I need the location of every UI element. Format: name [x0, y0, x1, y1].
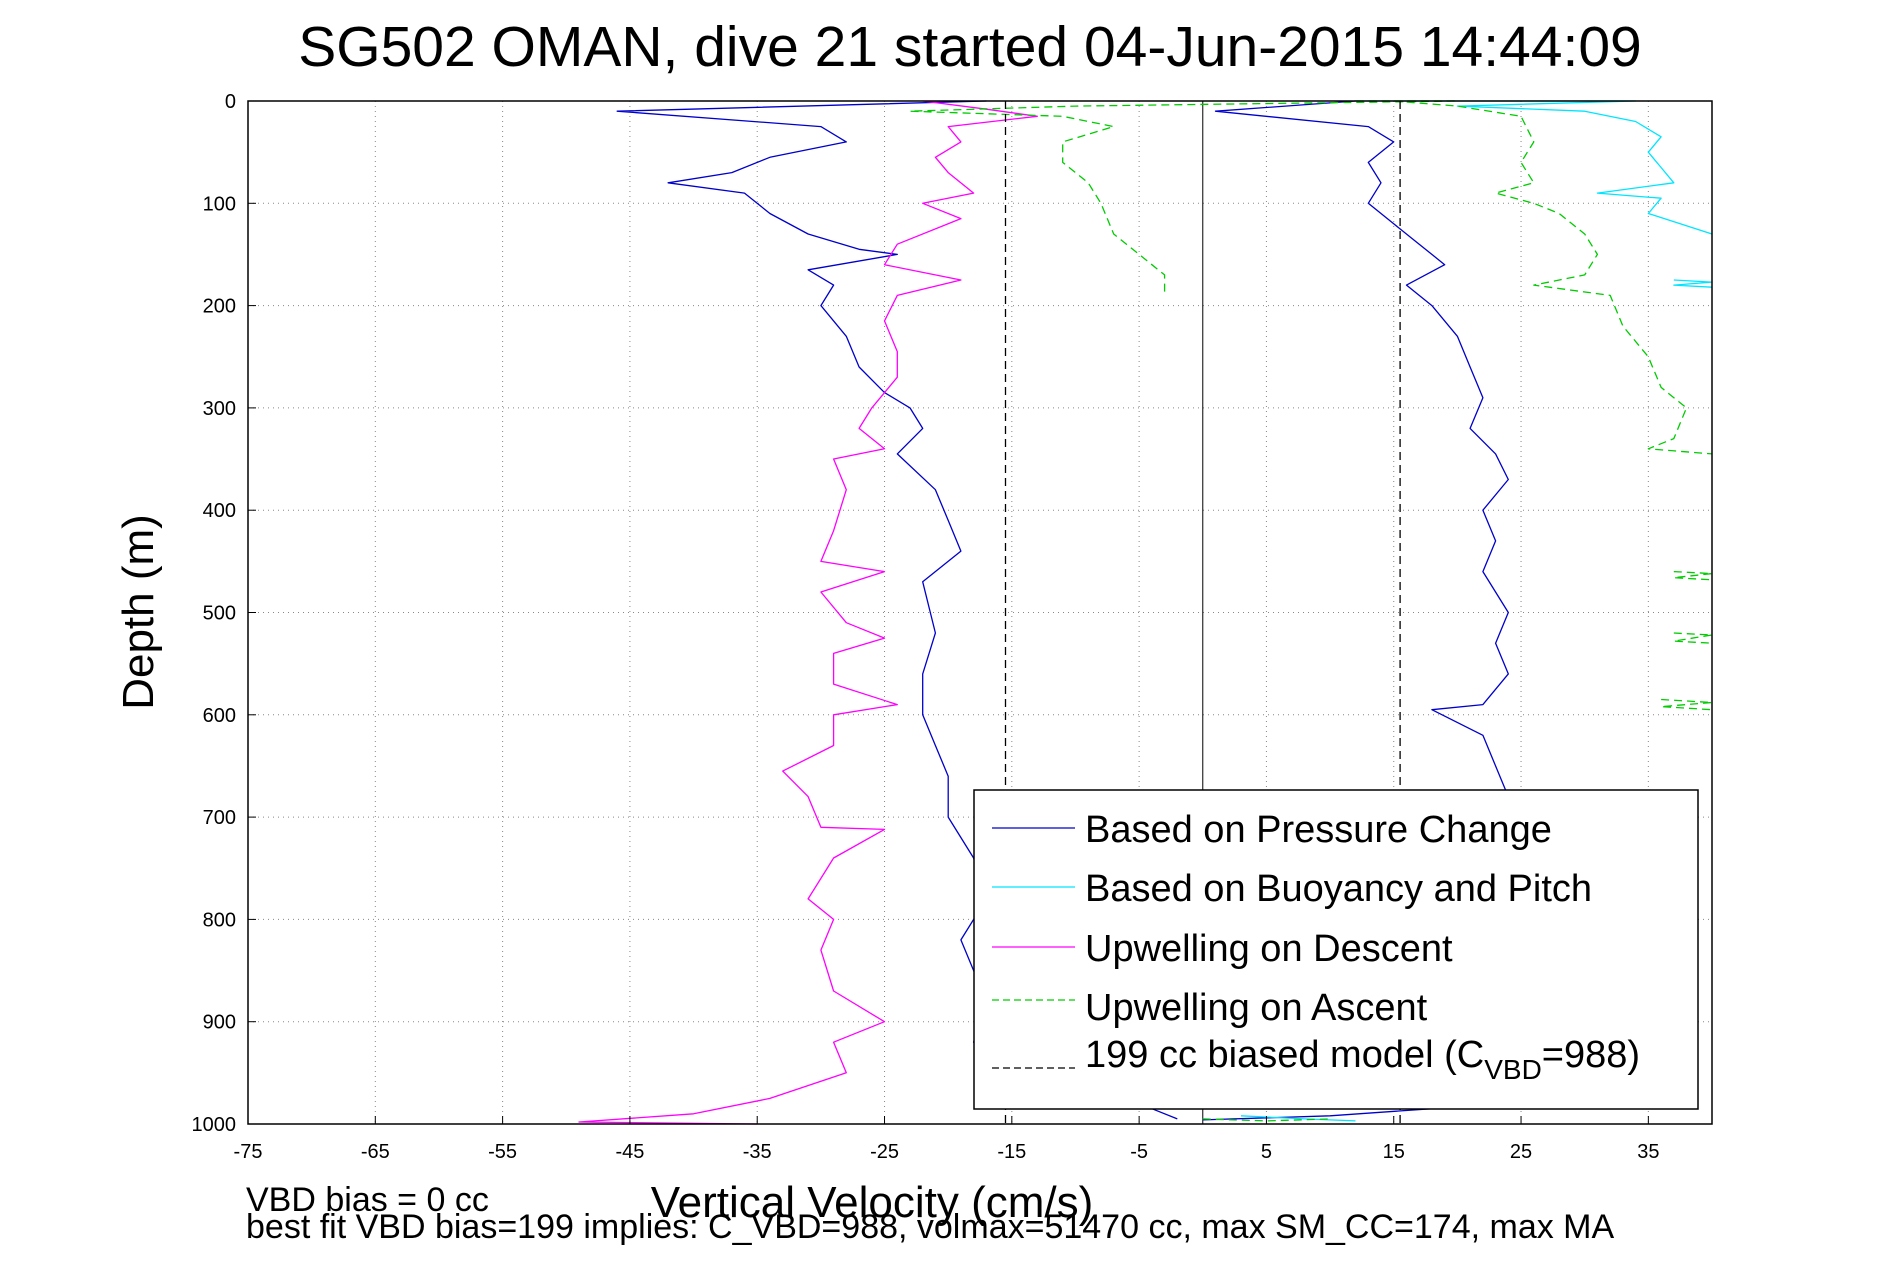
chart-title: SG502 OMAN, dive 21 started 04-Jun-2015 …	[298, 15, 1641, 79]
y-tick-label: 700	[203, 807, 236, 829]
series-line-9	[1673, 570, 1713, 581]
y-tick-label: 600	[203, 705, 236, 727]
y-tick-label: 100	[203, 193, 236, 215]
series-line-1	[1214, 100, 1509, 838]
legend-label-descent: Upwelling on Descent	[1085, 928, 1453, 970]
footer-best-fit: best fit VBD bias=199 implies: C_VBD=988…	[246, 1208, 1615, 1246]
legend-label-model: 199 cc biased model (CVBD=988)	[1085, 1034, 1640, 1085]
legend-box	[973, 789, 1699, 1110]
x-tick-label: -45	[615, 1141, 644, 1163]
series-line-10	[1673, 632, 1713, 644]
series-line-12	[1202, 1118, 1331, 1122]
y-tick-label: 500	[203, 603, 236, 625]
x-axis-label: Vertical Velocity (cm/s)	[651, 1178, 1094, 1227]
x-tick-label: 5	[1261, 1141, 1272, 1163]
y-tick-label: 200	[203, 296, 236, 318]
x-tick-label: -15	[997, 1141, 1026, 1163]
x-tick-label: -75	[234, 1141, 263, 1163]
x-tick-label: 25	[1510, 1141, 1532, 1163]
x-tick-label: 35	[1637, 1141, 1659, 1163]
y-tick-label: 800	[203, 909, 236, 931]
legend-label-model-sub: VBD	[1484, 1054, 1542, 1085]
y-tick-label: 300	[203, 398, 236, 420]
y-tick-label: 900	[203, 1012, 236, 1034]
x-tick-label: 15	[1383, 1141, 1405, 1163]
series-line-8	[1393, 100, 1713, 455]
legend-label-model-pre: 199 cc biased model (C	[1085, 1034, 1484, 1076]
legend-label-ascent: Upwelling on Ascent	[1085, 987, 1428, 1029]
x-tick-label: -65	[361, 1141, 390, 1163]
legend: Based on Pressure Change Based on Buoyan…	[973, 789, 1699, 1110]
series-line-6	[578, 100, 1038, 1125]
y-tick-label: 1000	[192, 1114, 237, 1136]
axis-ticks: -75 -65 -55 -45 -35 -25 -15 -5 5 15 25 350100200300…	[192, 91, 1660, 1163]
series-line-5	[1240, 1115, 1356, 1122]
x-tick-label: -35	[743, 1141, 772, 1163]
series-line-4	[1673, 279, 1713, 288]
series-line-7	[909, 100, 1459, 296]
y-tick-label: 0	[225, 91, 236, 113]
legend-label-pressure: Based on Pressure Change	[1085, 809, 1552, 851]
x-tick-label: -55	[488, 1141, 517, 1163]
y-axis-label: Depth (m)	[114, 514, 163, 710]
y-tick-label: 400	[203, 500, 236, 522]
legend-label-model-post: =988)	[1542, 1034, 1640, 1076]
legend-label-buoyancy: Based on Buoyancy and Pitch	[1085, 868, 1592, 910]
x-tick-label: -5	[1130, 1141, 1148, 1163]
x-tick-label: -25	[870, 1141, 899, 1163]
series-line-3	[1355, 100, 1713, 235]
footer-vbd-bias: VBD bias = 0 cc	[246, 1181, 489, 1219]
